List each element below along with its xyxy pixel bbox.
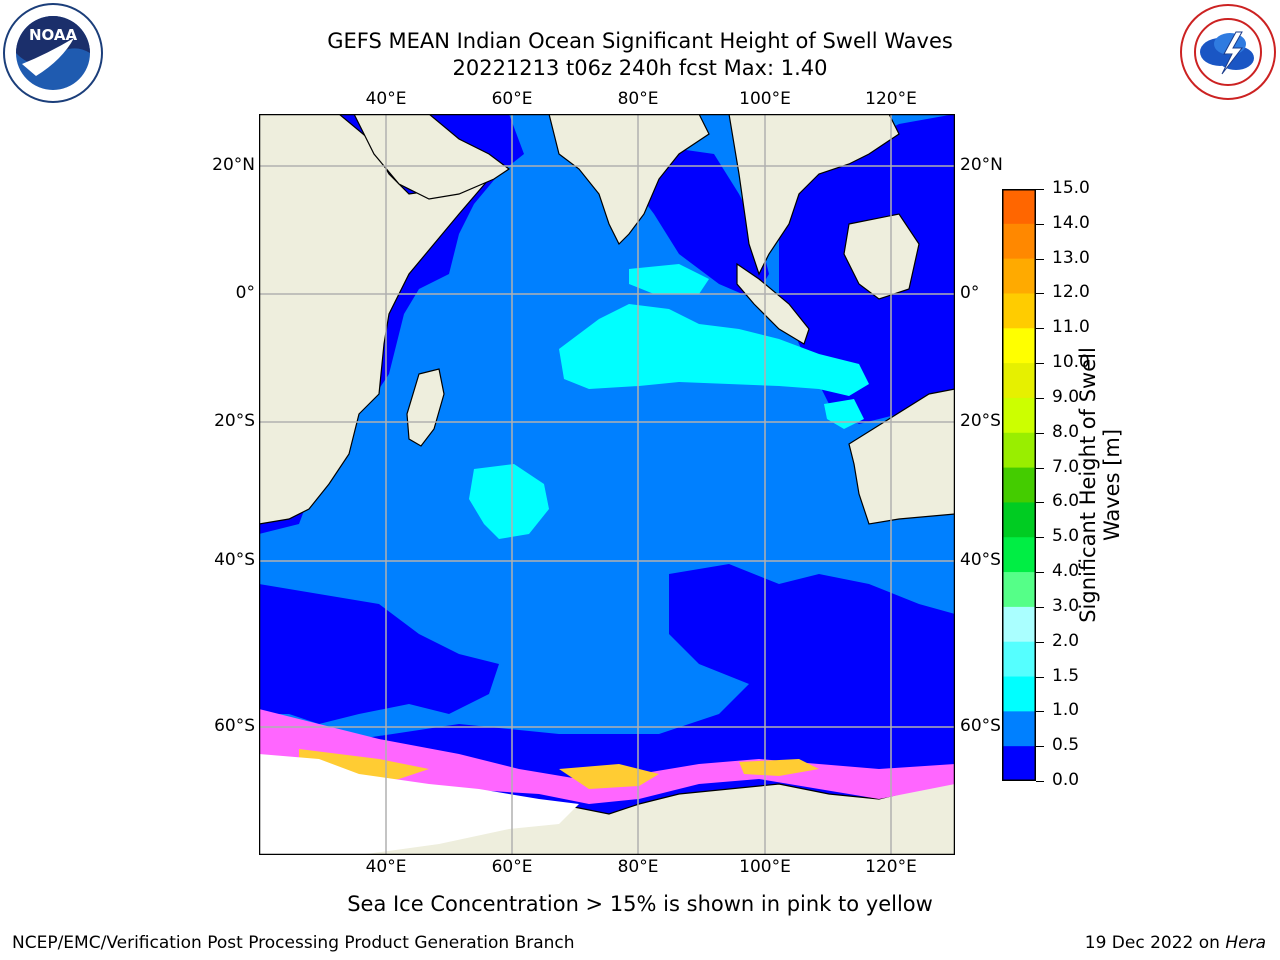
colorbar-segment <box>1002 189 1036 225</box>
colorbar-tick-label: 3.0 <box>1052 595 1080 616</box>
colorbar-tick-label: 5.0 <box>1052 526 1080 547</box>
colorbar-segment <box>1002 606 1036 643</box>
colorbar-tick-label: 13.0 <box>1052 247 1090 268</box>
colorbar-tick-mark <box>1036 711 1044 713</box>
colorbar-segment <box>1002 363 1036 399</box>
colorbar <box>1002 189 1036 781</box>
lon-tick-top: 40°E <box>365 89 407 109</box>
colorbar-tick-label: 14.0 <box>1052 212 1090 233</box>
footer-date: 19 Dec 2022 on Hera <box>1085 933 1266 953</box>
colorbar-label-line2: Waves [m] <box>1100 428 1124 542</box>
lon-tick-top: 60°E <box>491 89 533 109</box>
colorbar-segment <box>1002 223 1036 260</box>
colorbar-tick-label: 8.0 <box>1052 421 1080 442</box>
colorbar-tick-label: 0.5 <box>1052 735 1080 756</box>
colorbar-segment <box>1002 641 1036 678</box>
colorbar-tick-mark <box>1036 641 1044 643</box>
colorbar-tick-mark <box>1036 572 1044 574</box>
colorbar-segment <box>1002 537 1036 573</box>
colorbar-tick-label: 9.0 <box>1052 386 1080 407</box>
lon-tick-bottom: 80°E <box>617 857 659 877</box>
lon-tick-top: 80°E <box>617 89 659 109</box>
colorbar-tick-label: 15.0 <box>1052 178 1090 198</box>
colorbar-tick-label: 10.0 <box>1052 352 1090 373</box>
lon-tick-top: 120°E <box>865 89 917 109</box>
colorbar-tick-mark <box>1036 746 1044 748</box>
colorbar-tick-mark <box>1036 189 1044 190</box>
colorbar-tick-label: 2.0 <box>1052 630 1080 651</box>
footer-date-text: 19 Dec 2022 on <box>1084 933 1226 953</box>
colorbar-segment <box>1002 397 1036 434</box>
lon-tick-bottom: 40°E <box>365 857 407 877</box>
map-frame <box>258 113 956 856</box>
lat-tick-left: 40°S <box>214 550 255 570</box>
chart-title-line2: 20221213 t06z 240h fcst Max: 1.40 <box>452 56 828 80</box>
colorbar-tick-mark <box>1036 537 1044 539</box>
colorbar-tick-label: 11.0 <box>1052 317 1090 338</box>
lon-tick-top: 100°E <box>739 89 791 109</box>
colorbar-tick-label: 6.0 <box>1052 491 1080 512</box>
colorbar-segment <box>1002 432 1036 469</box>
noaa-logo-icon: NOAA <box>3 3 103 103</box>
colorbar-tick-mark <box>1036 781 1044 782</box>
chart-title-line1: GEFS MEAN Indian Ocean Significant Heigh… <box>327 29 953 53</box>
lat-tick-left: 0° <box>235 283 255 303</box>
swell-mid-regions <box>469 264 869 539</box>
lat-tick-left: 20°N <box>212 155 255 175</box>
lat-tick-right: 40°S <box>960 550 1001 570</box>
colorbar-tick-mark <box>1036 328 1044 330</box>
colorbar-segment <box>1002 293 1036 329</box>
colorbar-tick-label: 1.5 <box>1052 665 1080 686</box>
map-panel <box>258 113 956 856</box>
colorbar-tick-mark <box>1036 606 1044 608</box>
lat-tick-right: 0° <box>960 283 980 303</box>
colorbar-segment <box>1002 572 1036 608</box>
sea-ice-caption: Sea Ice Concentration > 15% is shown in … <box>347 892 933 916</box>
colorbar-tick-label: 7.0 <box>1052 456 1080 477</box>
colorbar-tick-label: 12.0 <box>1052 282 1090 303</box>
colorbar-tick-mark <box>1036 467 1044 469</box>
map-gridlines <box>259 114 955 855</box>
colorbar-tick-mark <box>1036 502 1044 504</box>
colorbar-tick-mark <box>1036 397 1044 399</box>
map-canvas <box>258 113 956 856</box>
colorbar-tick-mark <box>1036 363 1044 365</box>
colorbar-tick-mark <box>1036 223 1044 225</box>
sea-ice-band <box>259 709 955 855</box>
lon-tick-bottom: 60°E <box>491 857 533 877</box>
colorbar-segment <box>1002 258 1036 294</box>
colorbar-tick-mark <box>1036 258 1044 260</box>
colorbar-frame <box>1002 189 1036 781</box>
lat-tick-right: 20°S <box>960 411 1001 431</box>
colorbar-segment <box>1002 467 1036 503</box>
lon-tick-bottom: 120°E <box>865 857 917 877</box>
colorbar-tick-label: 0.0 <box>1052 770 1080 790</box>
colorbar-segment <box>1002 676 1036 712</box>
lon-tick-bottom: 100°E <box>739 857 791 877</box>
colorbar-segment <box>1002 711 1036 747</box>
footer-host: Hera <box>1225 933 1266 953</box>
colorbar-tick-label: 1.0 <box>1052 700 1080 721</box>
lat-tick-right: 60°S <box>960 716 1001 736</box>
colorbar-segment <box>1002 502 1036 538</box>
colorbar-tick-mark <box>1036 676 1044 678</box>
nws-logo-icon <box>1180 4 1276 100</box>
colorbar-tick-label: 4.0 <box>1052 561 1080 582</box>
lat-tick-left: 60°S <box>214 716 255 736</box>
colorbar-tick-mark <box>1036 432 1044 434</box>
lat-tick-left: 20°S <box>214 411 255 431</box>
colorbar-label-line1: Significant Height of Swell <box>1076 347 1100 623</box>
colorbar-segment <box>1002 746 1036 781</box>
noaa-logo-text: NOAA <box>29 26 78 44</box>
lat-tick-right: 20°N <box>960 155 1003 175</box>
colorbar-segment <box>1002 328 1036 364</box>
footer-credit: NCEP/EMC/Verification Post Processing Pr… <box>12 933 575 953</box>
colorbar-tick-mark <box>1036 293 1044 295</box>
